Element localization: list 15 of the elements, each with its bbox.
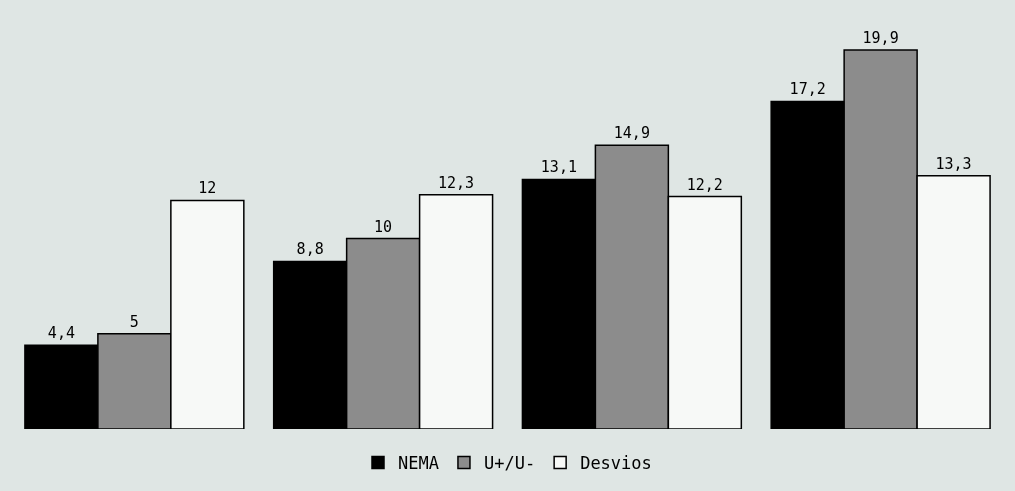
data-label: 8,8 — [296, 240, 324, 259]
data-label: 5 — [129, 312, 139, 331]
legend-label: Desvios — [580, 453, 652, 474]
data-label: 19,9 — [862, 28, 899, 47]
data-label: 12,2 — [686, 175, 723, 194]
data-label: 14,9 — [613, 124, 650, 143]
data-label: 12,3 — [438, 173, 475, 192]
data-label: 12 — [198, 179, 217, 198]
data-label: 13,1 — [540, 158, 577, 177]
legend-label: U+/U- — [483, 453, 536, 474]
data-label: 17,2 — [789, 80, 826, 99]
data-label: 13,3 — [935, 154, 972, 173]
data-label: 10 — [374, 217, 393, 236]
data-label: 4,4 — [47, 324, 75, 343]
legend-label: NEMA — [398, 453, 439, 474]
